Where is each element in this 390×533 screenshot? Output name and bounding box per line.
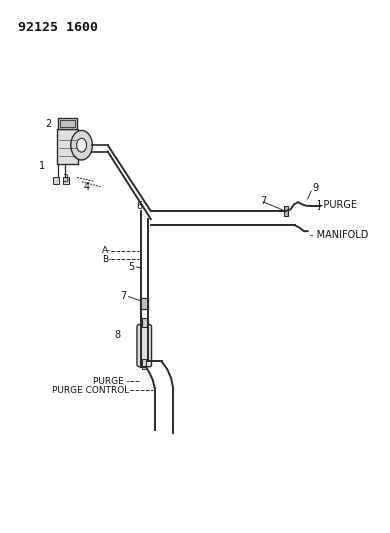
Text: 5: 5: [128, 262, 134, 271]
Text: 9: 9: [312, 183, 318, 193]
Text: 4: 4: [83, 182, 90, 192]
Bar: [140, 298, 148, 309]
Text: 8: 8: [114, 330, 121, 340]
Bar: [62, 177, 69, 184]
Bar: [142, 318, 147, 327]
Circle shape: [76, 139, 87, 152]
Text: 7: 7: [261, 196, 267, 206]
Bar: [53, 177, 60, 184]
Text: 3: 3: [62, 174, 69, 184]
Circle shape: [71, 131, 92, 160]
Text: 1: 1: [39, 161, 45, 171]
Bar: [60, 120, 74, 127]
Text: ]-PURGE: ]-PURGE: [316, 199, 358, 209]
Bar: [142, 359, 146, 369]
Text: 6: 6: [136, 201, 143, 211]
Text: A-: A-: [102, 246, 111, 255]
Bar: [58, 118, 76, 130]
Text: B-: B-: [102, 255, 111, 264]
Text: 2: 2: [45, 119, 51, 129]
Bar: [57, 130, 78, 164]
Text: - MANIFOLD: - MANIFOLD: [310, 230, 369, 240]
Bar: [284, 206, 289, 216]
Text: PURGE CONTROL: PURGE CONTROL: [52, 386, 129, 395]
FancyBboxPatch shape: [137, 325, 152, 367]
Text: 92125 1600: 92125 1600: [18, 21, 98, 34]
Text: PURGE -: PURGE -: [93, 377, 129, 386]
Text: 7: 7: [120, 290, 126, 301]
